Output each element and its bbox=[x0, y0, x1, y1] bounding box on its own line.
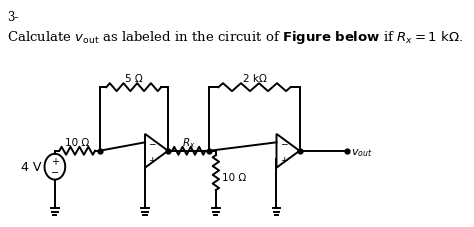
Text: 3-: 3- bbox=[7, 11, 18, 24]
Text: +: + bbox=[280, 155, 287, 164]
Text: 5 Ω: 5 Ω bbox=[125, 74, 143, 84]
Text: +: + bbox=[148, 155, 155, 164]
Text: −: − bbox=[280, 138, 287, 147]
Text: 2 kΩ: 2 kΩ bbox=[243, 74, 266, 84]
Text: −: − bbox=[51, 168, 59, 178]
Text: 4 V: 4 V bbox=[21, 160, 41, 173]
Text: 10 Ω: 10 Ω bbox=[65, 137, 89, 147]
Text: Calculate $v_{\rm out}$ as labeled in the circuit of $\bf{Figure\ below}$ if $R_: Calculate $v_{\rm out}$ as labeled in th… bbox=[7, 28, 463, 45]
Text: 10 Ω: 10 Ω bbox=[222, 172, 246, 182]
Text: $R_x$: $R_x$ bbox=[182, 135, 196, 149]
Text: +: + bbox=[51, 156, 59, 166]
Text: −: − bbox=[148, 138, 155, 147]
Text: $v_{out}$: $v_{out}$ bbox=[351, 146, 373, 158]
